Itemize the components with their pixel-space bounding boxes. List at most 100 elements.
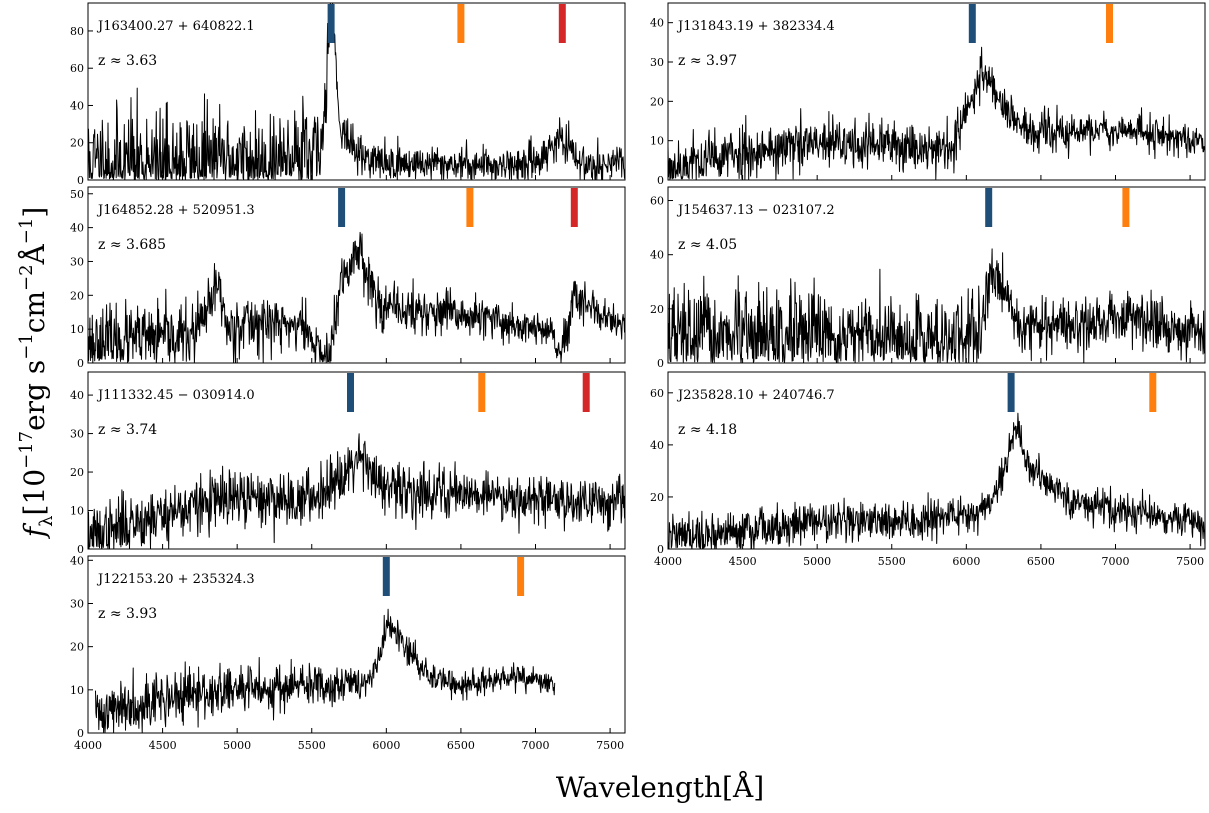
y-tick-label: 10 (650, 135, 664, 148)
spectrum-line (88, 231, 625, 363)
y-tick-label: 0 (77, 174, 84, 187)
x-tick-label: 7000 (1102, 555, 1130, 568)
spectrum-line (88, 433, 625, 549)
spectrum-line (668, 46, 1205, 180)
object-name: J164852.28 + 520951.3 (96, 203, 255, 218)
panel-frame (667, 371, 1206, 550)
y-tick-label: 30 (70, 597, 84, 610)
line-marker (327, 4, 335, 43)
y-tick-label: 0 (657, 357, 664, 370)
y-tick-label: 40 (70, 389, 84, 402)
line-marker (1149, 373, 1157, 412)
x-tick-label: 7500 (1176, 555, 1204, 568)
panel-frame (87, 186, 626, 364)
y-tick-label: 20 (650, 303, 664, 316)
panel-grid: 0 20 40 60 80 J163400.27 + 640822.1 z ≈ 3.63 0 1… (70, 2, 1206, 752)
y-tick-label: 40 (650, 17, 664, 30)
line-marker (466, 188, 474, 227)
y-tick-label: 0 (77, 357, 84, 370)
y-tick-label: 40 (650, 439, 664, 452)
y-tick-label: 20 (650, 491, 664, 504)
line-marker (517, 557, 525, 596)
y-axis-label: fλ[10−17erg s−1cm−2Å−1] (16, 207, 57, 540)
x-tick-label: 4000 (654, 555, 682, 568)
line-marker (1122, 188, 1130, 227)
line-marker (338, 188, 346, 227)
y-tick-label: 20 (70, 641, 84, 654)
object-name: J154637.13 − 023107.2 (676, 203, 835, 218)
panel-frame (667, 186, 1206, 364)
x-tick-label: 6500 (447, 739, 475, 752)
redshift-label: z ≈ 3.93 (98, 606, 157, 622)
y-tick-label: 20 (70, 137, 84, 150)
spectrum-panel: 0 20 40 60 4000 4500 5000 5500 6000 6500 7000 7500 J… (650, 371, 1206, 568)
panel-frame (87, 555, 626, 734)
y-tick-label: 50 (70, 188, 84, 201)
y-tick-label: 10 (70, 684, 84, 697)
x-tick-label: 4500 (149, 739, 177, 752)
line-marker (985, 188, 993, 227)
spectrum-panel: 0 20 40 60 80 J163400.27 + 640822.1 z ≈ 3.63 (70, 2, 626, 187)
x-tick-label: 5500 (298, 739, 326, 752)
y-tick-label: 0 (77, 543, 84, 556)
object-name: J131843.19 + 382334.4 (676, 19, 835, 34)
spectrum-panel: 0 10 20 30 40 J131843.19 + 382334.4 z ≈ 3.97 (650, 2, 1206, 187)
x-tick-label: 5000 (803, 555, 831, 568)
line-marker (570, 188, 578, 227)
spectrum-line (95, 608, 556, 733)
line-marker (1106, 4, 1113, 43)
y-tick-label: 30 (70, 255, 84, 268)
object-name: J163400.27 + 640822.1 (96, 19, 255, 34)
line-marker (382, 557, 390, 596)
spectrum-panel: 0 20 40 60 J154637.13 − 023107.2 z ≈ 4.05 (650, 186, 1206, 370)
y-tick-label: 20 (70, 289, 84, 302)
redshift-label: z ≈ 3.97 (678, 53, 737, 69)
panel-frame (87, 371, 626, 550)
x-axis-label: Wavelength[Å] (556, 771, 764, 804)
redshift-label: z ≈ 3.685 (98, 237, 166, 253)
object-name: J111332.45 − 030914.0 (96, 388, 255, 403)
object-name: J122153.20 + 235324.3 (96, 572, 255, 587)
x-tick-label: 7500 (596, 739, 624, 752)
x-tick-label: 6000 (372, 739, 400, 752)
x-tick-label: 6500 (1027, 555, 1055, 568)
x-tick-label: 4000 (74, 739, 102, 752)
redshift-label: z ≈ 3.74 (98, 422, 157, 438)
spectrum-panel: 0 10 20 30 40 50 J164852.28 + 520951.3 z ≈ 3.68… (70, 186, 626, 370)
x-tick-label: 7000 (522, 739, 550, 752)
x-tick-label: 6000 (952, 555, 980, 568)
y-tick-label: 60 (650, 195, 664, 208)
y-tick-label: 40 (650, 249, 664, 262)
y-tick-label: 0 (657, 543, 664, 556)
y-tick-label: 20 (650, 95, 664, 108)
spectrum-panel: 0 10 20 30 40 4000 4500 5000 5500 6000 6500 7000 750… (70, 554, 626, 752)
spectrum-line (88, 3, 625, 180)
line-marker (478, 373, 486, 412)
spectrum-panel: 0 10 20 30 40 J111332.45 − 030914.0 z ≈ 3.74 (70, 371, 626, 556)
x-tick-label: 5000 (223, 739, 251, 752)
line-marker (1007, 373, 1015, 412)
y-tick-label: 30 (650, 56, 664, 69)
x-tick-label: 5500 (878, 555, 906, 568)
line-marker (457, 4, 465, 43)
line-marker (582, 373, 590, 412)
y-tick-label: 80 (70, 25, 84, 38)
line-marker (968, 4, 976, 43)
panel-frame (667, 2, 1206, 181)
line-marker (347, 373, 354, 412)
y-tick-label: 60 (70, 62, 84, 75)
y-tick-label: 40 (70, 222, 84, 235)
spectrum-line (668, 248, 1205, 363)
y-tick-label: 10 (70, 323, 84, 336)
panel-frame (87, 2, 626, 181)
y-tick-label: 40 (70, 554, 84, 567)
object-name: J235828.10 + 240746.7 (676, 388, 835, 403)
redshift-label: z ≈ 4.05 (678, 237, 737, 253)
spectrum-line (668, 412, 1205, 549)
y-tick-label: 60 (650, 387, 664, 400)
y-tick-label: 0 (657, 174, 664, 187)
line-marker (558, 4, 566, 43)
redshift-label: z ≈ 4.18 (678, 422, 737, 438)
y-tick-label: 20 (70, 466, 84, 479)
